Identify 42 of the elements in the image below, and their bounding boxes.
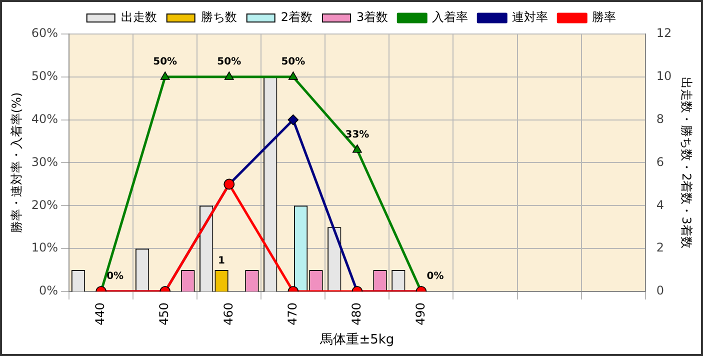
x-tick-label: 490 (413, 302, 428, 326)
legend-label: 出走数 (120, 10, 157, 24)
data-label: 33% (345, 129, 370, 140)
x-tick-label: 450 (157, 302, 172, 326)
data-label: 0% (426, 271, 444, 282)
y2-tick-label: 8 (656, 112, 664, 126)
point (352, 144, 362, 153)
legend-label: 2着数 (280, 10, 313, 24)
data-label: 1 (218, 256, 226, 267)
x-tick-label: 460 (221, 302, 236, 326)
point (160, 72, 170, 80)
y2-tick-label: 2 (656, 240, 664, 255)
legend-label: 連対率 (512, 10, 548, 24)
legend-label: 勝ち数 (200, 10, 237, 24)
y2-axis-title: 出走数・勝ち数・2着数・3着数 (680, 77, 694, 248)
y-tick-label: 30% (31, 154, 58, 169)
y-tick-label: 50% (31, 69, 58, 84)
x-tick-label: 480 (349, 302, 364, 326)
point (288, 72, 298, 80)
y2-tick-label: 12 (656, 26, 672, 40)
x-tick-label: 440 (93, 302, 108, 326)
y-axis-title: 勝率・連対率・入着率(%) (9, 92, 24, 234)
data-label: 50% (153, 56, 178, 68)
legend-label: 3着数 (356, 10, 388, 24)
data-label: 50% (281, 56, 306, 68)
legend-label: 入着率 (432, 10, 468, 24)
point (288, 114, 299, 126)
legend-label: 勝率 (592, 10, 616, 24)
y-tick-label: 0% (39, 284, 58, 298)
y-tick-label: 10% (31, 240, 58, 255)
data-label: 50% (217, 56, 242, 68)
y2-tick-label: 10 (656, 69, 672, 84)
y-tick-label: 40% (31, 112, 58, 126)
y2-tick-label: 0 (656, 284, 664, 298)
y2-tick-label: 4 (656, 198, 664, 212)
x-axis-title: 馬体重±5kg (319, 332, 394, 348)
data-label: 0% (106, 271, 124, 282)
x-tick-label: 470 (285, 302, 300, 326)
point (224, 72, 234, 80)
y2-tick-label: 6 (656, 154, 664, 169)
y-tick-label: 20% (31, 198, 58, 212)
y-tick-label: 60% (31, 26, 58, 40)
